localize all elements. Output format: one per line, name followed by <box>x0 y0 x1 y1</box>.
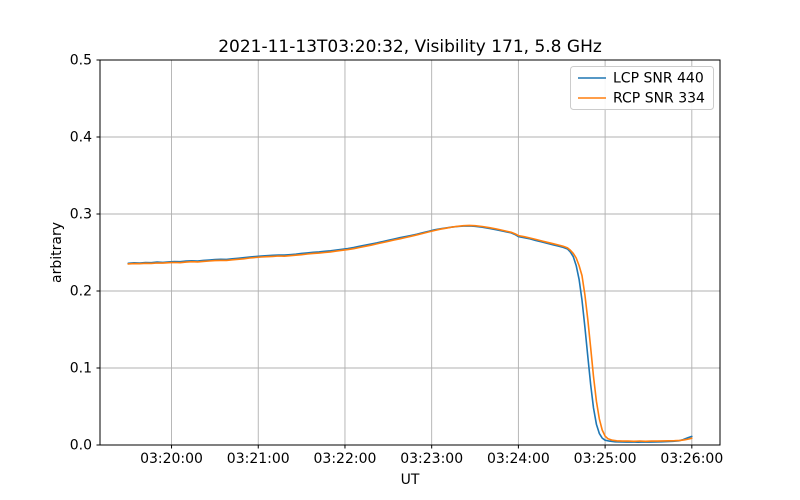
legend-label-lcp: LCP SNR 440 <box>613 71 704 87</box>
series-lines <box>127 224 693 444</box>
legend-box <box>570 66 714 110</box>
x-tick-label-03:22:00: 03:22:00 <box>314 451 377 467</box>
legend: LCP SNR 440 RCP SNR 334 <box>570 66 714 110</box>
y-tick-label-0.2: 0.2 <box>70 284 92 300</box>
y-tick-label-0.0: 0.0 <box>70 438 92 454</box>
y-tick-label-0.1: 0.1 <box>70 361 92 377</box>
y-axis-label: arbitrary <box>49 222 65 283</box>
axis-tick-labels: 03:20:00 03:21:00 03:22:00 03:23:00 03:24:00… <box>70 53 724 468</box>
series-line-rcp-snr-334 <box>127 224 693 443</box>
x-tick-label-03:23:00: 03:23:00 <box>400 451 463 467</box>
legend-label-rcp: RCP SNR 334 <box>613 91 705 107</box>
chart-title: 2021-11-13T03:20:32, Visibility 171, 5.8… <box>218 37 602 57</box>
x-tick-label-03:24:00: 03:24:00 <box>487 451 550 467</box>
x-tick-label-03:25:00: 03:25:00 <box>574 451 637 467</box>
series-line-lcp-snr-440 <box>127 225 693 444</box>
x-axis-label: UT <box>401 472 420 488</box>
y-tick-label-0.3: 0.3 <box>70 207 92 223</box>
axis-ticks <box>96 59 693 449</box>
x-tick-label-03:20:00: 03:20:00 <box>140 451 203 467</box>
grid <box>100 60 720 445</box>
y-tick-label-0.5: 0.5 <box>70 53 92 69</box>
x-tick-label-03:21:00: 03:21:00 <box>227 451 290 467</box>
x-tick-label-03:26:00: 03:26:00 <box>660 451 723 467</box>
y-tick-label-0.4: 0.4 <box>70 130 92 146</box>
plot-border <box>99 59 721 446</box>
